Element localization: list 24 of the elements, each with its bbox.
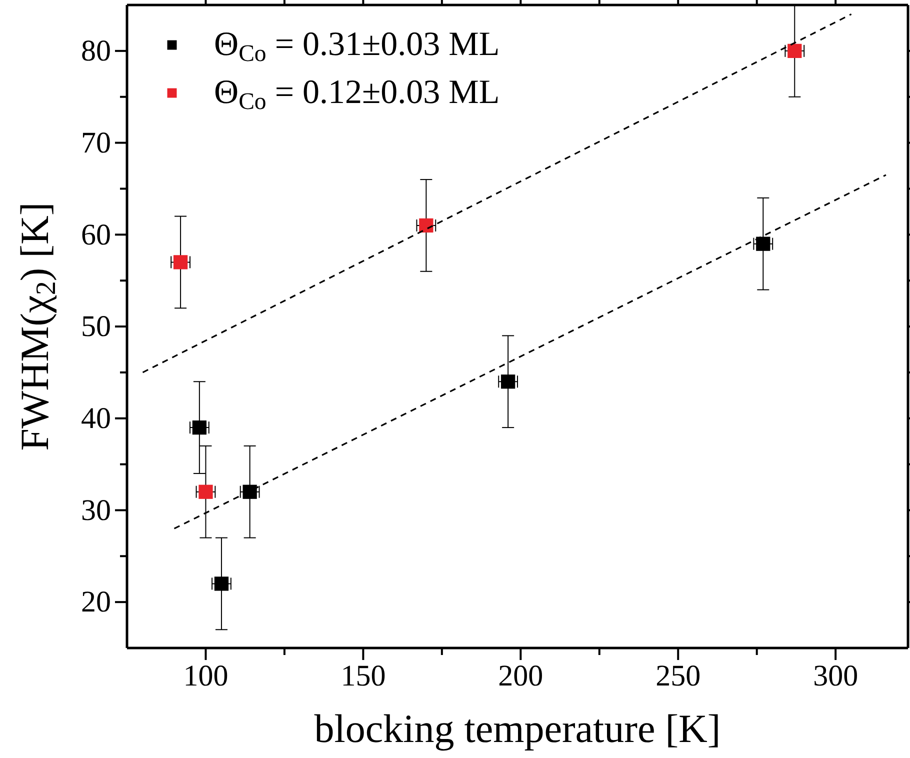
legend-label: Θ$_{Co}$ = 0.12±0.03 ML: [214, 74, 500, 115]
point: [419, 218, 434, 233]
y-tick-label: 30: [81, 494, 111, 527]
x-tick-label: 250: [656, 659, 701, 692]
point: [756, 236, 770, 251]
y-tick-label: 80: [81, 34, 111, 68]
y-tick-label: 60: [81, 218, 111, 252]
point: [173, 255, 188, 270]
point: [500, 374, 516, 389]
y-tick-label: 70: [81, 126, 111, 160]
legend-label: Θ$_{Co}$ = 0.31±0.03 ML: [214, 26, 500, 67]
y-tick-label: 20: [81, 586, 111, 619]
x-tick-label: 300: [813, 659, 858, 692]
x-tick-label: 200: [498, 659, 544, 692]
point: [788, 44, 802, 58]
point: [192, 420, 206, 435]
point: [214, 576, 229, 591]
y-tick-label: 50: [81, 310, 111, 344]
point: [242, 484, 257, 499]
x-tick-label: 150: [340, 659, 386, 692]
point: [198, 484, 213, 499]
x-tick-label: 100: [183, 659, 228, 692]
y-tick-label: 40: [81, 402, 111, 435]
x-axis-title: blocking temperature [K]: [314, 706, 721, 751]
